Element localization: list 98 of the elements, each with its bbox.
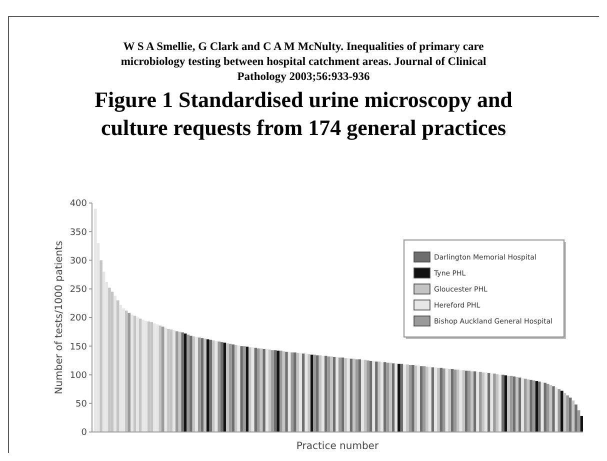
bar [212, 340, 215, 432]
bar [138, 318, 142, 432]
bar [100, 260, 102, 432]
bar [167, 328, 170, 432]
bar [516, 377, 518, 432]
bar [226, 343, 229, 432]
y-tick-label: 50 [76, 400, 88, 410]
bar [190, 336, 192, 432]
bar [114, 296, 116, 432]
bar [434, 367, 437, 432]
bar [360, 360, 364, 432]
bar [262, 348, 266, 432]
y-tick-label: 100 [70, 370, 88, 381]
bar [521, 378, 524, 432]
bar [240, 346, 243, 432]
chart-title: Figure 1 Standardised urine microscopy and culture requests from 174 general practices [94, 87, 512, 140]
y-tick-label: 0 [81, 428, 88, 438]
y-tick-label: 300 [70, 256, 88, 266]
bar [420, 366, 423, 432]
bar [195, 336, 198, 432]
bar [464, 370, 468, 432]
bar [350, 358, 353, 432]
bar [383, 362, 386, 432]
bar [220, 342, 224, 432]
bar [398, 364, 400, 432]
bar [487, 373, 490, 432]
bar [544, 382, 546, 432]
chart-subtitle: W S A Smellie, G Clark and C A M McNulty. Inequalities of primary care microbiology testing between hospital catchment areas. Journal of Clinical Pathology 2003;56:933-936 [120, 41, 486, 83]
bar [507, 376, 510, 432]
bar [172, 330, 176, 432]
bar [276, 350, 280, 432]
bar [560, 390, 564, 432]
bar [204, 338, 206, 432]
bar [403, 364, 406, 432]
bar [552, 386, 555, 432]
bar [294, 352, 296, 432]
bar [498, 374, 502, 432]
bar [158, 326, 162, 432]
bar [380, 362, 384, 432]
bar [394, 363, 398, 432]
bar [285, 352, 288, 432]
bar [116, 300, 120, 432]
bar [476, 372, 480, 432]
bar [181, 332, 184, 432]
bar [470, 371, 474, 432]
bar [248, 347, 252, 432]
bar [299, 352, 302, 432]
y-tick-label: 400 [70, 199, 88, 210]
bar [389, 362, 392, 432]
bar [580, 416, 583, 432]
bar [448, 369, 451, 432]
bar [122, 308, 125, 432]
bar [375, 362, 378, 432]
bar [431, 367, 434, 432]
bar [232, 344, 235, 432]
y-tick-label: 150 [70, 342, 88, 352]
bar [144, 320, 148, 432]
bar [426, 366, 428, 432]
bar [254, 348, 257, 432]
bar [574, 404, 578, 432]
bar [153, 323, 156, 432]
bar [512, 376, 516, 432]
bar [308, 354, 310, 432]
bar [530, 380, 532, 432]
y-axis-title: Number of tests/1000 patients [54, 240, 65, 394]
x-axis-title: Practice number [296, 441, 380, 452]
bar [344, 358, 347, 432]
bar [324, 356, 328, 432]
bar [136, 318, 139, 432]
bar [484, 372, 488, 432]
bar [417, 366, 420, 432]
bar [568, 398, 572, 432]
bar [336, 357, 338, 432]
bar [234, 344, 238, 432]
bar [322, 356, 324, 432]
bar [358, 359, 361, 432]
bar [302, 354, 305, 432]
bar [352, 358, 356, 432]
bar [462, 370, 465, 432]
bar [406, 364, 409, 432]
bar [316, 355, 319, 432]
bar [456, 370, 460, 432]
bar [412, 365, 414, 432]
bar [538, 382, 541, 432]
bar [372, 361, 376, 432]
bar [130, 314, 134, 432]
y-tick-label: 200 [70, 314, 88, 324]
bar [330, 356, 333, 432]
bar [150, 322, 154, 432]
bar [440, 368, 442, 432]
bar [108, 288, 111, 432]
y-tick-label: 350 [70, 228, 88, 238]
y-tick-label: 250 [70, 285, 88, 296]
bar [535, 381, 538, 432]
bar [209, 340, 212, 432]
bar [94, 208, 97, 432]
bar [502, 374, 504, 432]
bar [268, 350, 272, 432]
